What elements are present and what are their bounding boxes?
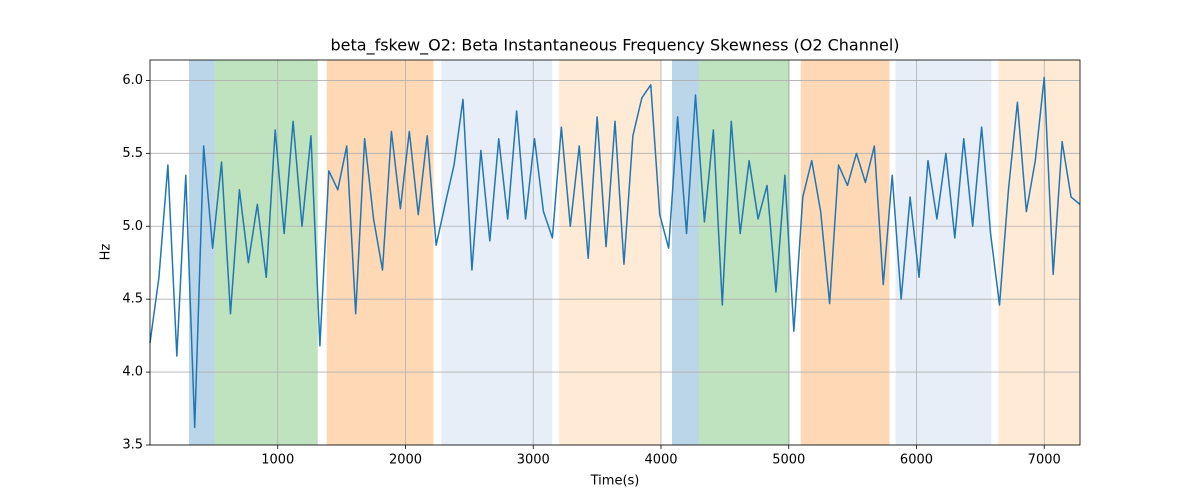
shaded-span [800, 60, 890, 445]
shaded-span [559, 60, 661, 445]
shaded-span [214, 60, 318, 445]
data-line [149, 76, 1081, 429]
shaded-span [698, 60, 790, 445]
x-tick-label: 7000 [1028, 453, 1061, 468]
y-tick-label: 5.0 [122, 219, 143, 234]
x-tick-label: 3000 [517, 453, 550, 468]
y-tick-label: 3.5 [122, 438, 143, 453]
x-tick-label: 4000 [644, 453, 677, 468]
y-tick-label: 6.0 [122, 73, 143, 88]
y-tick-label: 4.0 [122, 365, 143, 380]
plot-frame [149, 59, 1081, 446]
shaded-span [441, 60, 553, 445]
y-tick-label: 5.5 [122, 146, 143, 161]
x-tick-label: 6000 [900, 453, 933, 468]
shaded-span [671, 60, 699, 445]
shaded-span [895, 60, 992, 445]
y-tick-label: 4.5 [122, 292, 143, 307]
x-axis-label: Time(s) [590, 474, 640, 489]
x-tick-label: 5000 [772, 453, 805, 468]
y-axis-label: Hz [99, 244, 114, 261]
x-tick-label: 1000 [261, 453, 294, 468]
x-tick-label: 2000 [389, 453, 422, 468]
chart-title: beta_fskew_O2: Beta Instantaneous Freque… [330, 36, 899, 56]
